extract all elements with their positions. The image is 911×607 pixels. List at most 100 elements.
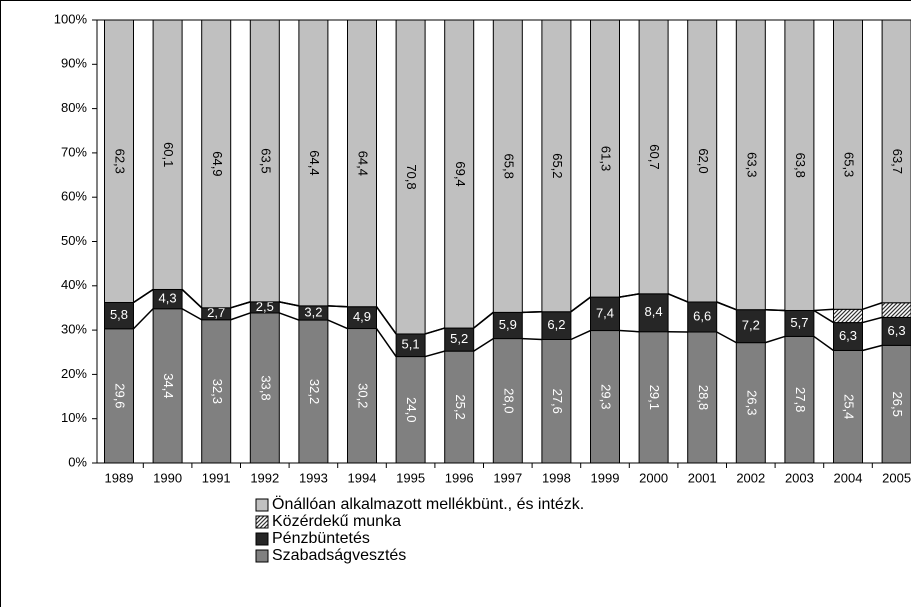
bar-segment (201, 319, 232, 464)
data-label: 6,2 (547, 317, 565, 332)
data-label: 4,3 (159, 291, 177, 306)
bar-segment (784, 335, 815, 464)
series-line (132, 308, 154, 330)
data-label: 25,4 (842, 394, 857, 419)
x-tick-label: 1990 (153, 470, 182, 485)
data-label: 8,4 (645, 304, 663, 319)
data-label: 70,8 (404, 164, 419, 189)
data-label: 5,7 (790, 315, 808, 330)
bar-segment (104, 301, 134, 330)
legend-label: Önállóan alkalmazott mellékbünt., és int… (272, 495, 584, 513)
data-label: 3,2 (304, 304, 322, 319)
bar-segment (541, 311, 572, 340)
bar-segment (881, 19, 911, 304)
series-line (327, 319, 348, 330)
bar-segment (687, 331, 718, 464)
series-line (279, 301, 300, 307)
legend-swatch (255, 549, 269, 563)
bar-segment (687, 19, 718, 303)
series-line (813, 308, 834, 312)
series-line (133, 288, 154, 304)
data-label: 69,4 (453, 161, 468, 186)
x-tick-label: 2005 (882, 470, 911, 485)
y-tick-label: 80% (61, 100, 87, 115)
x-tick-label: 1997 (493, 470, 522, 485)
data-label: 65,8 (501, 154, 516, 179)
series-line (279, 312, 300, 321)
series-line (813, 335, 834, 352)
bar-segment (833, 19, 863, 310)
data-label: 5,2 (450, 331, 468, 346)
legend-label: Szabadságvesztés (272, 547, 406, 564)
bar-segment (347, 328, 377, 464)
bar-segment (104, 328, 134, 464)
series-line (667, 293, 688, 303)
bar-segment (590, 330, 620, 464)
data-label: 5,1 (402, 337, 420, 352)
y-tick-label: 50% (61, 233, 87, 248)
bar-segment (347, 19, 377, 308)
x-tick-label: 2000 (639, 470, 668, 485)
data-label: 24,0 (404, 397, 419, 422)
data-label: 2,7 (207, 305, 225, 320)
bar-segment (881, 316, 911, 346)
data-label: 5,8 (110, 307, 128, 322)
data-label: 63,7 (890, 149, 905, 174)
data-label: 60,7 (647, 144, 662, 169)
series-line (375, 328, 397, 358)
series-line (570, 329, 591, 341)
data-label: 65,3 (842, 152, 857, 177)
bar-segment (444, 19, 475, 329)
series-line (522, 337, 542, 341)
data-label: 2,5 (256, 299, 274, 314)
series-line (619, 329, 640, 333)
series-line (862, 316, 883, 324)
x-tick-label: 2001 (688, 470, 717, 485)
data-label: 64,4 (356, 151, 371, 176)
bar-segment (492, 311, 523, 340)
data-label: 26,5 (890, 392, 905, 417)
legend-label: Pénzbüntetés (272, 530, 370, 547)
data-label: 62,3 (113, 149, 128, 174)
data-label: 29,3 (599, 384, 614, 409)
bar-segment (590, 19, 620, 298)
series-line (375, 306, 397, 335)
bar-segment (881, 302, 911, 318)
series-line (181, 308, 203, 321)
data-label: 5,9 (499, 317, 517, 332)
x-tick-label: 2002 (736, 470, 765, 485)
bar-segment (492, 19, 523, 313)
bar-segment (104, 19, 134, 303)
data-label: 6,6 (693, 308, 711, 323)
data-label: 34,4 (161, 373, 176, 398)
bar-segment (201, 19, 232, 309)
bar-segment (541, 19, 572, 313)
data-label: 6,3 (888, 323, 906, 338)
x-tick-label: 2003 (785, 470, 814, 485)
data-label: 63,8 (793, 153, 808, 178)
y-tick-label: 0% (68, 454, 87, 469)
data-label: 65,2 (550, 153, 565, 178)
bar-segment (735, 309, 766, 344)
bar-segment (249, 19, 280, 303)
bar-segment (541, 338, 572, 464)
bar-segment (784, 309, 815, 337)
series-line (230, 301, 251, 309)
data-label: 28,0 (501, 388, 516, 413)
series-line (181, 288, 203, 309)
series-line (765, 335, 786, 344)
series-line (473, 337, 494, 352)
y-tick-label: 100% (54, 11, 88, 26)
x-tick-label: 1992 (250, 470, 279, 485)
x-tick-label: 1996 (445, 470, 474, 485)
series-line (230, 312, 251, 321)
y-tick-label: 30% (61, 322, 87, 337)
bar-segment (590, 296, 620, 332)
bar-segment (152, 19, 183, 290)
data-label: 62,0 (696, 148, 711, 173)
data-label: 63,5 (258, 148, 273, 173)
series-line (716, 301, 737, 311)
x-tick-label: 1994 (348, 470, 377, 485)
